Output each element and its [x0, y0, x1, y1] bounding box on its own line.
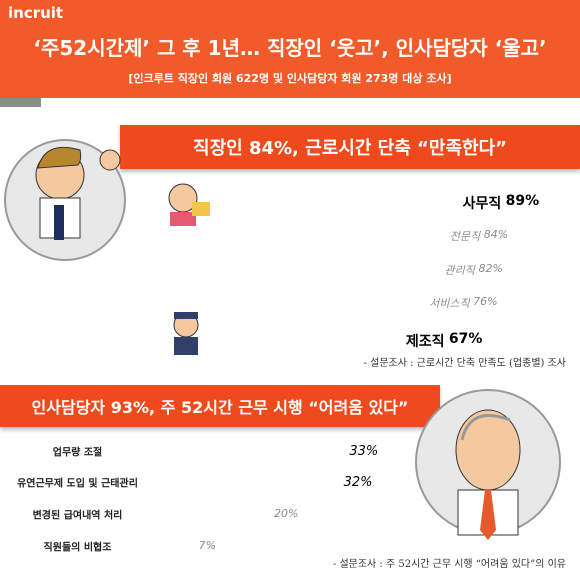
value-label: 32% — [343, 474, 373, 490]
category-label: 직원들의 비협조 — [43, 542, 112, 553]
value-label: 82% — [478, 261, 503, 275]
footnote: - 설문조사 : 주 52시간 근무 시행 “어려움 있다”의 이유 — [332, 559, 566, 570]
value-label: 84% — [483, 227, 509, 241]
logo: incruit — [8, 4, 64, 22]
category-label: 제조직 — [405, 333, 445, 350]
value-label: 7% — [198, 538, 217, 552]
value-label: 33% — [349, 443, 379, 459]
category-label: 전문직 — [449, 229, 481, 243]
chart-title: 직장인 84%, 근로시간 단축 “만족한다” — [120, 125, 580, 169]
category-label: 변경된 급여내역 처리 — [32, 510, 123, 521]
category-label: 관리직 — [444, 263, 475, 277]
category-label: 유연근무제 도입 및 근태관리 — [17, 478, 138, 489]
value-label: 67% — [448, 330, 483, 347]
value-label: 20% — [274, 506, 299, 520]
category-label: 사무직 — [462, 195, 502, 212]
title: ‘주52시간제’ 그 후 1년… 직장인 ‘웃고’, 인사담당자 ‘울고’ — [33, 36, 547, 60]
subtitle: [인크루트 직장인 회원 622명 및 인사담당자 회원 273명 대상 조사] — [128, 72, 452, 85]
value-label: 89% — [505, 192, 540, 209]
chart-title: 인사담당자 93%, 주 52시간 근무 시행 “어려움 있다” — [0, 385, 440, 427]
category-label: 서비스직 — [429, 296, 470, 310]
header-band — [0, 0, 580, 98]
value-label: 76% — [473, 294, 498, 308]
category-label: 업무량 조절 — [52, 447, 103, 458]
footnote: - 설문조사 : 근로시간 단축 만족도 (업종별) 조사 — [363, 358, 566, 369]
